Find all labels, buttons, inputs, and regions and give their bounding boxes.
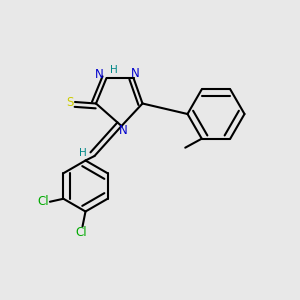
Text: H: H [110,64,118,75]
Text: S: S [66,95,73,109]
Text: N: N [118,124,127,137]
Text: Cl: Cl [38,195,49,208]
Text: N: N [95,68,103,82]
Text: N: N [130,67,140,80]
Text: H: H [79,148,87,158]
Text: Cl: Cl [75,226,87,239]
